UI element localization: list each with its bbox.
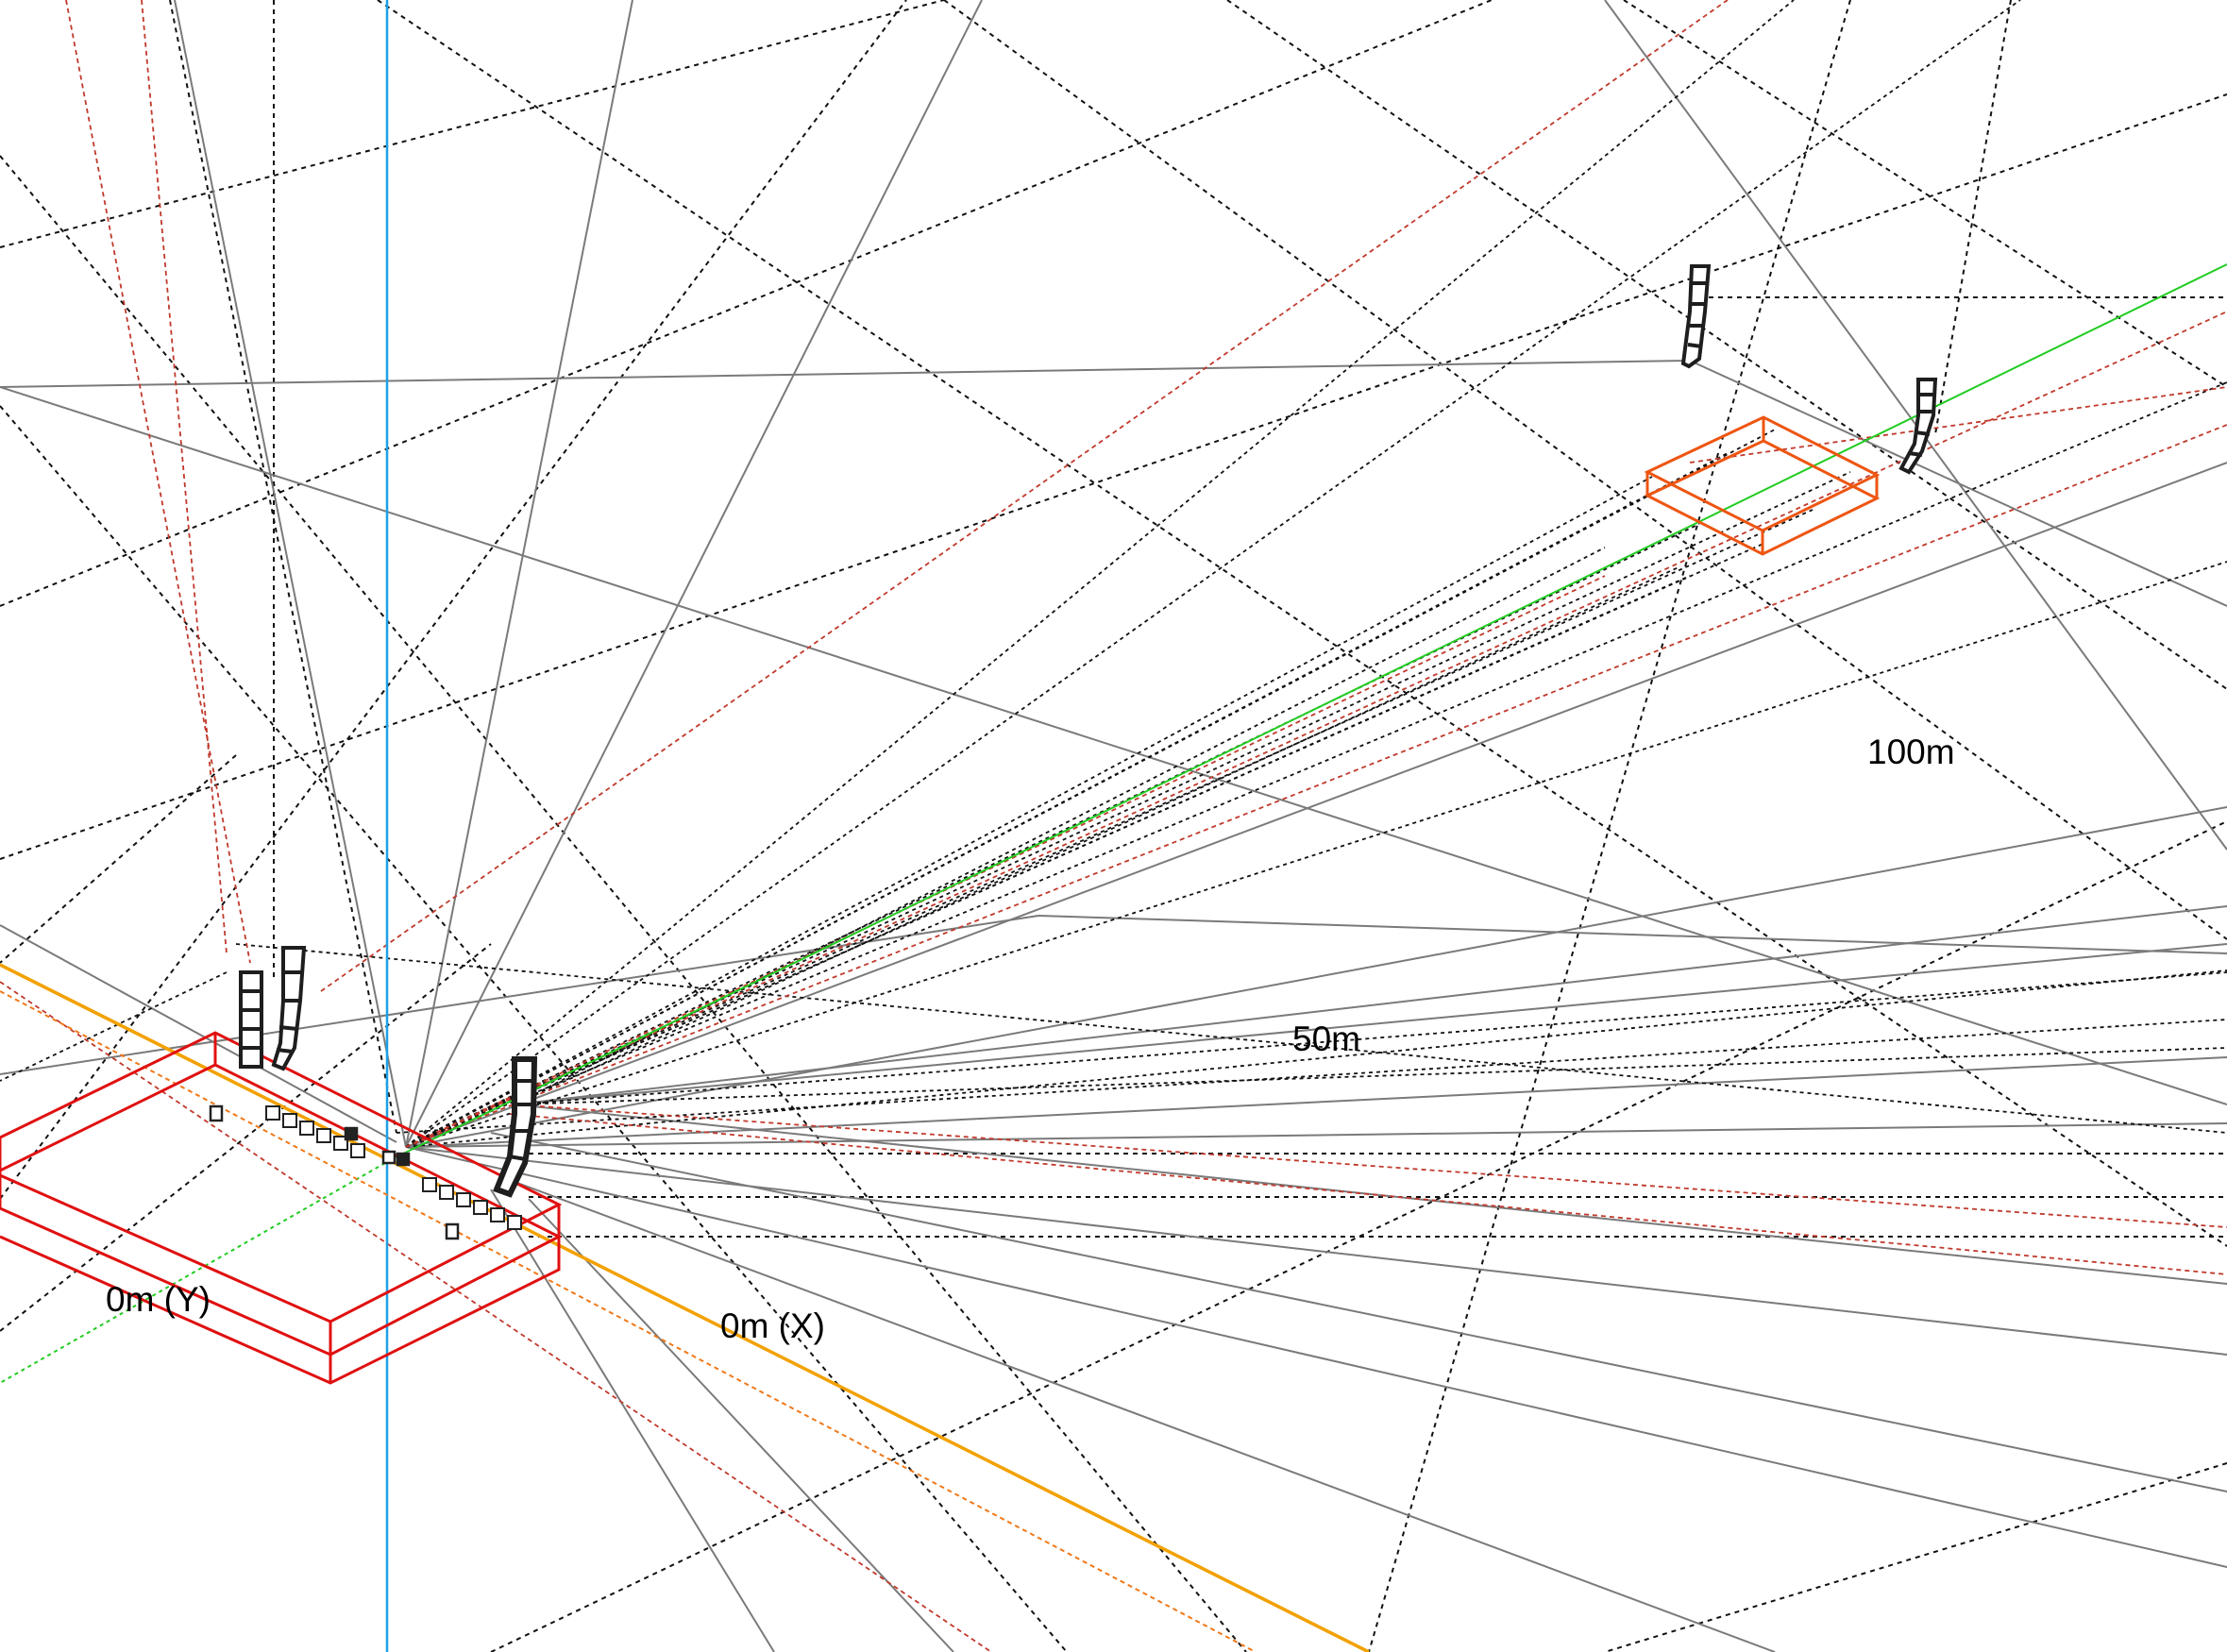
axis-label-x: 0m (X) [720, 1306, 825, 1345]
stage-box-icon[interactable] [0, 1031, 563, 1385]
stage-sub-icons[interactable] [209, 1104, 460, 1240]
front-fill-speakers[interactable] [265, 1105, 522, 1230]
y-axis-line-neg [0, 1158, 393, 1384]
distance-label-50m: 50m [1292, 1020, 1360, 1058]
axis-label-y: 0m (Y) [106, 1280, 211, 1319]
x-axis-line [0, 963, 1370, 1652]
line-array-speaker-icon[interactable] [239, 264, 1938, 1198]
listener-area-box-icon[interactable] [1644, 415, 1881, 556]
distance-label-100m: 100m [1867, 733, 1955, 771]
x-axis-offset-line [0, 990, 1257, 1652]
ray-fan-dotted [0, 0, 2227, 1148]
